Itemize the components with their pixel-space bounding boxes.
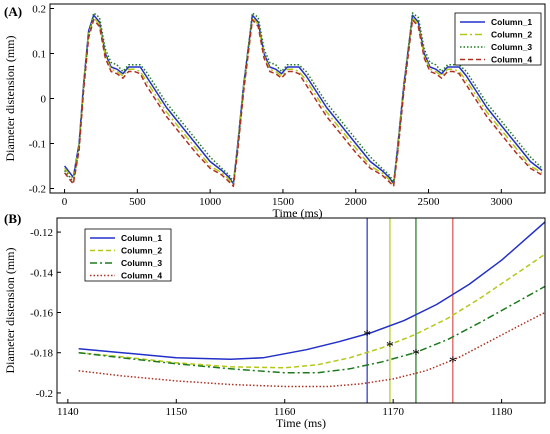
x-tick-label: 1170 [382, 406, 404, 418]
x-tick-label: 3000 [490, 196, 513, 208]
x-tick-label: 2000 [345, 196, 368, 208]
legend-label-3: Column_3 [121, 258, 162, 268]
marker-3: * [412, 347, 420, 364]
marker-2: * [386, 339, 394, 356]
legend-label-4: Column_4 [491, 55, 532, 65]
y-tick-label: -0.1 [29, 139, 46, 151]
legend-label-1: Column_1 [121, 233, 162, 243]
legend-label-4: Column_4 [121, 271, 162, 281]
panel-b-zoomed-chart: (B) Diameter distension (mm) Time (ms) *… [3, 211, 546, 430]
legend-label-2: Column_2 [491, 30, 532, 40]
y-tick-label: -0.12 [30, 227, 53, 239]
marker-4: * [449, 354, 457, 371]
y-tick-label: -0.18 [30, 348, 53, 360]
legend-label-3: Column_3 [491, 42, 532, 52]
x-tick-label: 1000 [199, 196, 222, 208]
panel-b-x-axis-label: Time (ms) [276, 416, 326, 430]
x-tick-label: 500 [129, 196, 146, 208]
y-tick-label: 0.1 [32, 49, 46, 61]
legend-label-1: Column_1 [491, 17, 532, 27]
panel-a-distension-chart: (A) Diameter distension (mm) Time (ms) 0… [3, 3, 546, 220]
x-tick-label: 1500 [272, 196, 295, 208]
x-tick-label: 1180 [491, 406, 513, 418]
y-tick-label: -0.14 [30, 267, 53, 279]
legend-label-2: Column_2 [121, 246, 162, 256]
y-tick-label: 0.2 [32, 4, 46, 16]
y-tick-label: -0.2 [29, 184, 46, 196]
series-line-column-1 [64, 14, 543, 185]
panel-a-x-axis-label: Time (ms) [273, 206, 323, 220]
x-tick-label: 0 [62, 196, 68, 208]
y-tick-label: 0 [41, 94, 47, 106]
legend: Column_1 Column_2 Column_3 Column_4 [84, 228, 172, 282]
y-tick-label: -0.16 [30, 308, 53, 320]
series-group [78, 221, 545, 388]
plot-frame [56, 217, 546, 404]
panel-b-label: (B) [4, 211, 21, 226]
marker-1: * [363, 328, 371, 345]
series-line-column-4 [78, 311, 545, 388]
panel-b-y-axis-label: Diameter distension (mm) [3, 248, 17, 374]
panel-a-label: (A) [4, 4, 22, 19]
x-tick-label: 1140 [57, 406, 79, 418]
series-line-column-3 [78, 285, 545, 374]
x-tick-label: 1150 [165, 406, 187, 418]
legend: Column_1 Column_2 Column_3 Column_4 [454, 12, 542, 66]
y-tick-label: -0.2 [36, 388, 53, 400]
panel-a-y-axis-label: Diameter distension (mm) [3, 36, 17, 162]
series-group [64, 12, 543, 188]
series-line-column-1 [78, 221, 545, 360]
x-tick-label: 1160 [274, 406, 296, 418]
series-line-column-4 [64, 19, 543, 188]
series-line-column-2 [78, 253, 545, 369]
x-tick-label: 2500 [418, 196, 441, 208]
